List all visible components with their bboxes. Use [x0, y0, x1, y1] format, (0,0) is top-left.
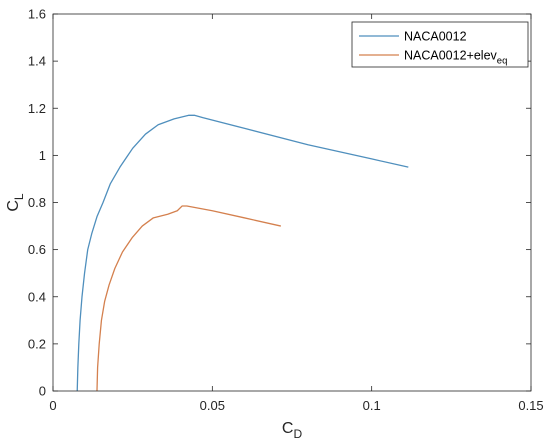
- x-tick-label: 0: [49, 398, 56, 413]
- x-tick-label: 0.15: [518, 398, 543, 413]
- legend-entry-naca0012-elev-eq-sub: eq: [497, 56, 508, 67]
- legend-entry-naca0012-main: NACA0012: [404, 30, 467, 44]
- y-axis-label-sub: L: [12, 193, 26, 200]
- series-line-naca0012: [76, 114, 409, 392]
- x-axis-label: CD: [282, 420, 303, 441]
- legend-box: [351, 21, 529, 68]
- plot-area: [53, 14, 531, 391]
- x-axis-label-sub: D: [293, 427, 302, 441]
- legend-entry-naca0012: NACA0012: [404, 30, 467, 44]
- legend-entry-naca0012-elev-eq: NACA0012+eleveq: [404, 49, 507, 67]
- y-tick-label: 1: [39, 148, 46, 163]
- y-axis-label-main: C: [5, 200, 22, 212]
- ticks-layer: 0 0.05 0.1 0.15 0 0.2 0.4 0.6 0.8 1 1.2 1.4 1.6: [28, 7, 544, 414]
- x-axis-label-main: C: [282, 420, 294, 437]
- y-tick-label: 0: [39, 384, 46, 399]
- y-tick-label: 1.2: [28, 101, 46, 116]
- y-tick-label: 0.8: [28, 195, 46, 210]
- legend: NACA0012 NACA0012+eleveq: [351, 21, 529, 68]
- legend-entry-naca0012-elev-eq-main: NACA0012+elev: [404, 49, 498, 63]
- series-layer: [76, 114, 409, 392]
- y-tick-label: 1.6: [28, 7, 46, 22]
- x-tick-label: 0.1: [363, 398, 381, 413]
- x-tick-label: 0.05: [200, 398, 225, 413]
- y-tick-label: 0.6: [28, 242, 46, 257]
- y-tick-label: 0.4: [28, 289, 46, 304]
- series-line-naca0012-elev-eq: [96, 205, 281, 392]
- y-axis-label: CL: [5, 193, 26, 212]
- y-tick-label: 0.2: [28, 336, 46, 351]
- y-tick-label: 1.4: [28, 54, 46, 69]
